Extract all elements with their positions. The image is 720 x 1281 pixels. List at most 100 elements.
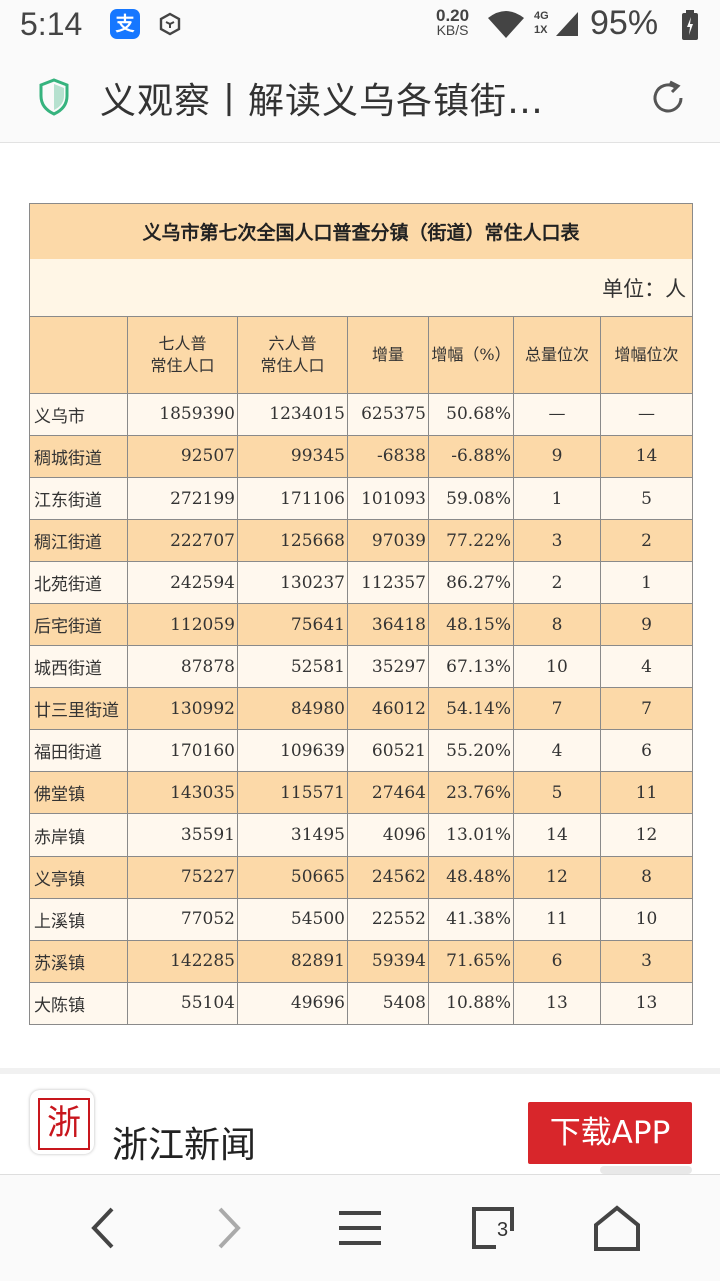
row-name: 后宅街道	[29, 603, 128, 647]
rank-total-value: 11	[513, 897, 601, 941]
census6-value: 115571	[237, 771, 348, 815]
increase-value: 112357	[347, 561, 429, 605]
download-app-button[interactable]: 下载APP	[528, 1102, 692, 1164]
table-row: 福田街道 170160 109639 60521 55.20% 4 6	[29, 729, 694, 773]
census7-value: 77052	[127, 897, 238, 941]
rate-value: 77.22%	[428, 519, 514, 563]
rank-rate-value: 14	[599, 434, 694, 478]
table-row: 城西街道 87878 52581 35297 67.13% 10 4	[29, 645, 694, 689]
rank-rate-value: 7	[599, 687, 694, 731]
battery-percent: 95%	[590, 4, 659, 42]
increase-value: 24562	[347, 855, 429, 899]
net-speed-unit: KB/S	[436, 22, 469, 38]
header-rank-total: 总量位次	[513, 315, 601, 394]
rate-value: 10.88%	[428, 981, 514, 1026]
rank-total-value: 1	[513, 476, 601, 521]
rank-rate-value: 3	[599, 939, 694, 983]
table-row: 佛堂镇 143035 115571 27464 23.76% 5 11	[29, 771, 694, 815]
box-icon	[159, 12, 181, 36]
rate-value: 48.48%	[428, 855, 514, 899]
rank-rate-value: 2	[599, 519, 694, 563]
census6-value: 31495	[237, 813, 348, 857]
address-bar[interactable]: 义观察丨解读义乌各镇街…	[0, 50, 720, 143]
row-name: 城西街道	[29, 645, 128, 689]
rank-total-value: 9	[513, 434, 601, 478]
rank-rate-value: 4	[599, 645, 694, 689]
row-name: 北苑街道	[29, 561, 128, 605]
table-row: 稠城街道 92507 99345 -6838 -6.88% 9 14	[29, 434, 694, 478]
increase-value: 101093	[347, 476, 429, 521]
census6-value: 54500	[237, 897, 348, 941]
rank-rate-value: 12	[599, 813, 694, 857]
rank-total-value: 6	[513, 939, 601, 983]
page-title[interactable]: 义观察丨解读义乌各镇街…	[100, 81, 545, 122]
rank-rate-value: 5	[599, 476, 694, 521]
rank-rate-value: 8	[599, 855, 694, 899]
row-name: 福田街道	[29, 729, 128, 773]
header-census6: 六人普 常住人口	[237, 315, 348, 394]
header-rank-rate: 增幅位次	[599, 315, 694, 394]
row-name: 苏溪镇	[29, 939, 128, 983]
census7-value: 1859390	[127, 392, 238, 436]
rank-total-value: 12	[513, 855, 601, 899]
menu-icon[interactable]	[335, 1203, 385, 1253]
census7-value: 55104	[127, 981, 238, 1026]
rate-value: 23.76%	[428, 771, 514, 815]
increase-value: 5408	[347, 981, 429, 1026]
net-speed: 0.20 KB/S	[436, 6, 470, 38]
rate-value: 55.20%	[428, 729, 514, 773]
rank-rate-value: —	[599, 392, 694, 436]
table-title: 义乌市第七次全国人口普查分镇（街道）常住人口表	[28, 203, 694, 260]
census6-value: 99345	[237, 434, 348, 478]
census7-value: 130992	[127, 687, 238, 731]
alipay-icon: 支	[110, 9, 140, 39]
row-name: 上溪镇	[29, 897, 128, 941]
battery-icon	[682, 10, 698, 40]
rank-rate-value: 9	[599, 603, 694, 647]
census6-value: 82891	[237, 939, 348, 983]
status-time: 5:14	[20, 6, 83, 42]
rate-value: 54.14%	[428, 687, 514, 731]
increase-value: 35297	[347, 645, 429, 689]
census6-value: 75641	[237, 603, 348, 647]
table-row: 江东街道 272199 171106 101093 59.08% 1 5	[29, 476, 694, 521]
census7-value: 272199	[127, 476, 238, 521]
rank-total-value: 7	[513, 687, 601, 731]
row-name: 稠江街道	[29, 519, 128, 563]
increase-value: 97039	[347, 519, 429, 563]
census6-value: 125668	[237, 519, 348, 563]
forward-icon[interactable]	[202, 1203, 252, 1253]
rank-total-value: 14	[513, 813, 601, 857]
census7-value: 242594	[127, 561, 238, 605]
rate-value: 86.27%	[428, 561, 514, 605]
article-content: 义乌市第七次全国人口普查分镇（街道）常住人口表 单位：人 七人普 常住人口 六人普…	[0, 143, 720, 1068]
header-increase: 增量	[347, 315, 429, 394]
row-name: 赤岸镇	[29, 813, 128, 857]
increase-value: 59394	[347, 939, 429, 983]
header-rate: 增幅（%）	[428, 315, 514, 394]
table-row: 赤岸镇 35591 31495 4096 13.01% 14 12	[29, 813, 694, 857]
row-name: 佛堂镇	[29, 771, 128, 815]
table-row: 义亭镇 75227 50665 24562 48.48% 12 8	[29, 855, 694, 899]
back-icon[interactable]	[80, 1203, 130, 1253]
rank-rate-value: 11	[599, 771, 694, 815]
tabs-icon[interactable]	[468, 1203, 518, 1253]
rate-value: 13.01%	[428, 813, 514, 857]
source-name[interactable]: 浙江新闻	[112, 1125, 257, 1166]
increase-value: -6838	[347, 434, 429, 478]
rate-value: 48.15%	[428, 603, 514, 647]
wifi-icon	[488, 11, 524, 38]
home-icon[interactable]	[592, 1203, 642, 1253]
zhejiang-news-logo[interactable]: 浙	[30, 1090, 94, 1154]
census7-value: 222707	[127, 519, 238, 563]
net-speed-value: 0.20	[436, 6, 470, 25]
shield-icon[interactable]	[38, 78, 70, 116]
census7-value: 92507	[127, 434, 238, 478]
rank-total-value: 4	[513, 729, 601, 773]
census6-value: 1234015	[237, 392, 348, 436]
rate-value: 50.68%	[428, 392, 514, 436]
increase-value: 4096	[347, 813, 429, 857]
increase-value: 625375	[347, 392, 429, 436]
reload-icon[interactable]	[648, 78, 688, 118]
census6-value: 52581	[237, 645, 348, 689]
